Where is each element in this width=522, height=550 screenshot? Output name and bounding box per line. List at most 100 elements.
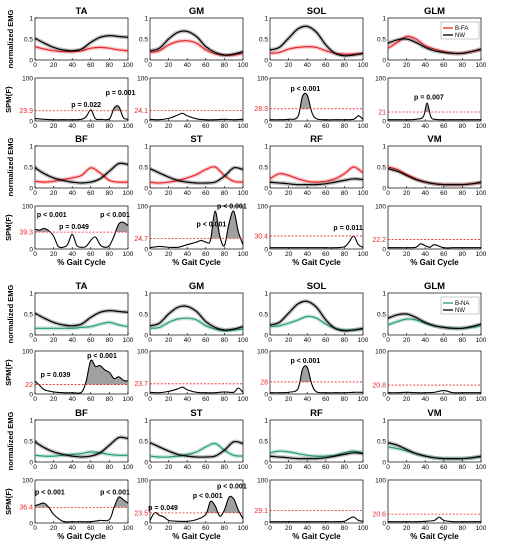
spm-curve-bna-st (149, 495, 244, 523)
spm-ytick-label: 0 (29, 246, 33, 253)
spm-axes-bfa-rf (269, 205, 364, 250)
emg-ytick-label: 0 (144, 332, 148, 339)
emg-bfa-vm-xtick-label: 40 (422, 190, 430, 197)
emg-ylabel: normalized EMG (6, 137, 15, 196)
panel-title-bna-rf: RF (310, 408, 323, 419)
emg-ytick-label: 1 (144, 15, 148, 22)
spm-bfa-ta-xtick-label: 40 (69, 123, 77, 130)
spm-bna-bf-xtick-label: 40 (69, 525, 77, 532)
panel-title-bfa-ta: TA (76, 6, 88, 17)
emg-bna-gm-xtick-label: 20 (165, 337, 173, 344)
emg-line-bfa-glm-nw (387, 38, 482, 55)
spm-ytick-label: 100 (375, 75, 386, 82)
legend-entry: NW (455, 308, 465, 314)
spm-threshold-label-bna-ta: 22 (25, 382, 33, 389)
spm-bna-gm-xtick-label: 100 (238, 396, 249, 403)
emg-bna-gm-xtick-label: 40 (184, 337, 192, 344)
emg-ytick-label: 0 (144, 459, 148, 466)
panel-title-bna-ta: TA (76, 281, 88, 292)
emg-bfa-bf-xtick-label: 60 (87, 190, 95, 197)
emg-line-bna-st-b-na (149, 442, 244, 458)
emg-bfa-vm-xtick-label: 0 (386, 190, 390, 197)
emg-ytick-label: 0 (144, 185, 148, 192)
emg-ytick-label: 0.5 (377, 164, 386, 171)
emg-bfa-st-xtick-label: 80 (221, 190, 229, 197)
spm-axes-bfa-vm (387, 205, 482, 250)
spm-threshold-label-bna-st: 23.5 (134, 510, 148, 517)
emg-bfa-bf-xtick-label: 100 (123, 190, 134, 197)
emg-bna-sol-xtick-label: 80 (341, 337, 349, 344)
emg-ytick-label: 0 (264, 332, 268, 339)
spm-threshold-label-bna-vm: 20.6 (372, 512, 386, 519)
spm-bfa-rf-xtick-label: 60 (322, 251, 330, 258)
emg-bna-st-xtick-label: 100 (238, 464, 249, 471)
emg-bfa-st-xtick-label: 60 (202, 190, 210, 197)
spm-bfa-rf-xtick-label: 20 (285, 251, 293, 258)
spm-bna-vm-xtick-label: 60 (440, 525, 448, 532)
spm-ytick-label: 0 (264, 118, 268, 125)
emg-line-bna-gm-nw (149, 305, 244, 331)
spm-bfa-vm-xtick-label: 80 (459, 251, 467, 258)
spm-bfa-vm-xtick-label: 60 (440, 251, 448, 258)
panel-title-bfa-vm: VM (427, 134, 441, 145)
panel-title-bna-vm: VM (427, 408, 441, 419)
spm-bna-gm-xtick-label: 20 (165, 396, 173, 403)
spm-threshold-label-bfa-ta: 23.9 (19, 108, 33, 115)
emg-ytick-label: 0 (382, 332, 386, 339)
p-value-annotation: p = 0.049 (59, 224, 89, 231)
spm-curve-bna-glm (387, 390, 481, 394)
emg-bna-ta-xtick-label: 20 (50, 337, 58, 344)
spm-bfa-bf-xtick-label: 100 (123, 251, 134, 258)
spm-bfa-ta-xtick-label: 80 (106, 123, 114, 130)
spm-ytick-label: 100 (257, 203, 268, 210)
spm-bna-rf-xtick-label: 60 (322, 525, 330, 532)
spm-bna-ta-xtick-label: 100 (123, 396, 134, 403)
spm-bfa-glm-xtick-label: 60 (440, 123, 448, 130)
xlabel-bna-rf: % Gait Cycle (292, 532, 341, 541)
spm-ytick-label: 0 (29, 118, 33, 125)
emg-bna-st-xtick-label: 40 (184, 464, 192, 471)
spm-ytick-label: 100 (375, 348, 386, 355)
emg-ytick-label: 0 (382, 57, 386, 64)
emg-ytick-label: 0.5 (377, 311, 386, 318)
emg-bfa-ta-xtick-label: 100 (123, 62, 134, 69)
p-value-annotation: p < 0.001 (35, 490, 65, 497)
emg-bfa-rf-xtick-label: 40 (304, 190, 312, 197)
emg-bfa-glm-xtick-label: 60 (440, 62, 448, 69)
emg-line-bfa-ta-b-fa (34, 46, 129, 53)
spm-threshold-label-bfa-st: 24.7 (134, 236, 148, 243)
emg-ytick-label: 1 (264, 417, 268, 424)
spm-ylabel: SPM{F} (4, 359, 13, 386)
panel-title-bfa-sol: SOL (307, 6, 327, 17)
spm-ytick-label: 100 (22, 477, 33, 484)
emg-ytick-label: 1 (144, 143, 148, 150)
p-value-annotation: p = 0.007 (414, 95, 444, 102)
spm-bfa-st-xtick-label: 100 (238, 251, 249, 258)
emg-ytick-label: 0 (29, 459, 33, 466)
emg-ylabel: normalized EMG (6, 9, 15, 68)
emg-ytick-label: 1 (29, 290, 33, 297)
spm-bna-rf-xtick-label: 80 (341, 525, 349, 532)
emg-axes-bfa-ta (34, 17, 129, 61)
spm-ytick-label: 0 (382, 520, 386, 527)
emg-bna-vm-xtick-label: 20 (403, 464, 411, 471)
xlabel-bna-st: % Gait Cycle (172, 532, 221, 541)
spm-bfa-sol-xtick-label: 100 (358, 123, 369, 130)
spm-bfa-sol-xtick-label: 40 (304, 123, 312, 130)
spm-ytick-label: 100 (137, 75, 148, 82)
emg-bfa-sol-xtick-label: 80 (341, 62, 349, 69)
emg-line-bfa-gm-nw (149, 30, 244, 56)
emg-bfa-sol-xtick-label: 60 (322, 62, 330, 69)
emg-ytick-label: 0.5 (259, 164, 268, 171)
emg-bfa-bf-xtick-label: 80 (106, 190, 114, 197)
spm-bna-ta-xtick-label: 40 (69, 396, 77, 403)
emg-ylabel: normalized EMG (6, 284, 15, 343)
emg-line-bna-rf-nw (269, 452, 364, 460)
emg-line-bna-vm-nw (387, 442, 482, 460)
emg-bfa-st-xtick-label: 20 (165, 190, 173, 197)
p-value-annotation: p < 0.001 (217, 204, 247, 211)
spm-threshold-label-bfa-glm: 21 (378, 109, 386, 116)
